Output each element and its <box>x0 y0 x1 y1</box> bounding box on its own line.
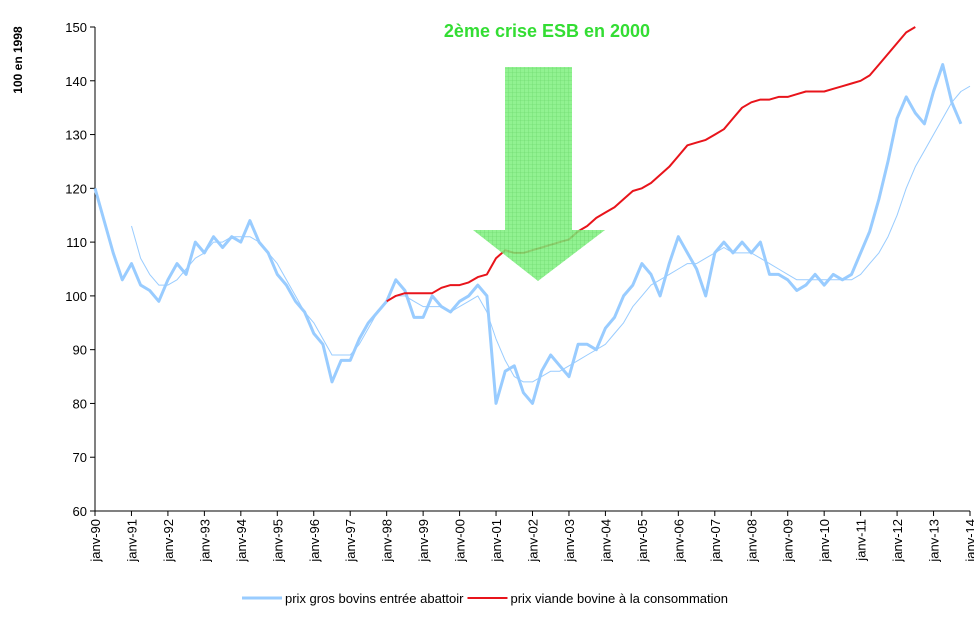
y-tick-label: 150 <box>65 20 87 35</box>
x-tick-label: janv-10 <box>817 519 832 563</box>
x-tick-label: janv-09 <box>781 519 796 563</box>
x-tick-label: janv-98 <box>380 519 395 563</box>
x-tick-label: janv-97 <box>343 519 358 563</box>
series-line <box>93 63 963 405</box>
x-tick-label: janv-08 <box>744 519 759 563</box>
y-tick-label: 130 <box>65 128 87 143</box>
y-tick-label: 110 <box>66 235 87 250</box>
x-tick-label: janv-94 <box>234 519 249 563</box>
x-tick-label: janv-14 <box>963 519 974 563</box>
x-tick-label: janv-13 <box>927 519 942 563</box>
series-line <box>386 26 916 303</box>
x-tick-label: janv-12 <box>890 519 905 563</box>
legend: prix gros bovins entrée abattoir prix via… <box>242 591 728 606</box>
y-tick-label: 120 <box>65 181 87 196</box>
arrow-head <box>473 230 605 281</box>
legend-label: prix viande bovine à la consommation <box>510 591 728 606</box>
y-tick-label: 90 <box>73 343 87 358</box>
x-tick-label: janv-90 <box>88 519 103 563</box>
x-tick-label: janv-92 <box>161 519 176 563</box>
annotation: 2ème crise ESB en 2000 <box>444 21 650 41</box>
series-line <box>131 85 971 383</box>
x-tick-label: janv-04 <box>598 519 613 563</box>
y-tick-label: 80 <box>73 396 87 411</box>
y-tick-label: 100 <box>65 289 87 304</box>
y-tick-label: 70 <box>73 450 87 465</box>
legend-label: prix gros bovins entrée abattoir <box>285 591 464 606</box>
x-tick-label: janv-07 <box>708 519 723 563</box>
y-axis-label: 100 en 1998 <box>11 26 25 94</box>
x-tick-label: janv-11 <box>854 519 869 562</box>
x-tick-label: janv-01 <box>489 519 504 563</box>
x-tick-label: janv-06 <box>671 519 686 563</box>
y-tick-label: 60 <box>73 504 87 519</box>
x-tick-label: janv-05 <box>635 519 650 563</box>
x-tick-label: janv-96 <box>307 519 322 563</box>
x-tick-label: janv-00 <box>453 519 468 563</box>
arrow-shaft <box>505 67 572 230</box>
y-tick-label: 140 <box>65 74 87 89</box>
x-tick-label: janv-95 <box>270 519 285 563</box>
x-tick-label: janv-91 <box>124 519 139 563</box>
arrow <box>473 67 605 281</box>
x-tick-label: janv-93 <box>197 519 212 563</box>
x-tick-label: janv-02 <box>526 519 541 563</box>
x-tick-label: janv-99 <box>416 519 431 563</box>
x-tick-label: janv-03 <box>562 519 577 563</box>
